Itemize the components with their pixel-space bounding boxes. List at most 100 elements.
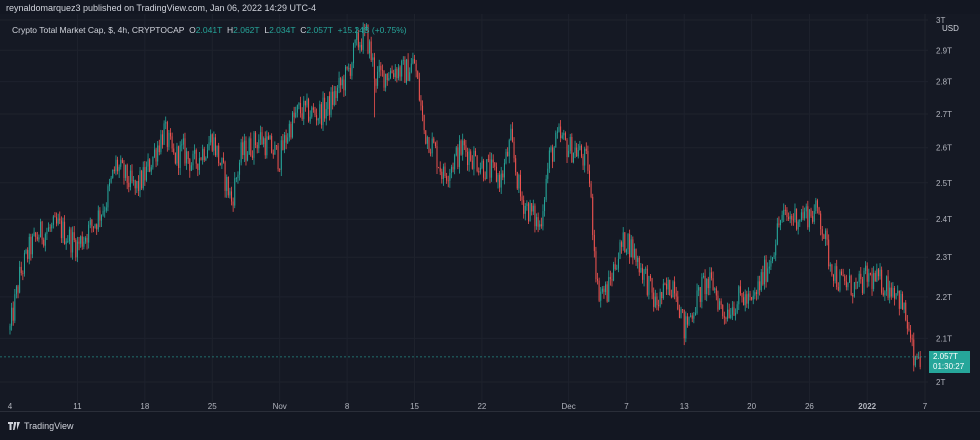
- candle-body: [271, 136, 273, 153]
- candle-body: [420, 100, 422, 106]
- candle-body: [544, 199, 546, 212]
- candle-body: [261, 132, 263, 145]
- candle-body: [625, 249, 627, 253]
- candle-body: [436, 146, 438, 168]
- candle-body: [686, 316, 688, 325]
- candle-body: [166, 122, 168, 147]
- candle-body: [171, 136, 173, 149]
- candle-body: [638, 257, 640, 273]
- candle-body: [373, 57, 375, 79]
- tradingview-logo[interactable]: TradingView: [8, 421, 74, 431]
- candle-body: [823, 234, 825, 239]
- candle-body: [574, 147, 576, 153]
- candle-body: [402, 59, 404, 61]
- candle-body: [561, 135, 563, 139]
- candle-body: [20, 266, 22, 273]
- candle-body: [857, 281, 859, 283]
- candle-body: [486, 159, 488, 179]
- candle-body: [654, 296, 656, 307]
- candle-body: [463, 140, 465, 146]
- candle-body: [452, 166, 454, 170]
- candle-body: [190, 165, 192, 171]
- candle-body: [237, 174, 239, 178]
- candle-body: [850, 275, 852, 295]
- candle-body: [622, 232, 624, 247]
- brand-name: TradingView: [24, 421, 74, 431]
- close-value: 2.057T: [306, 25, 333, 35]
- chart-pane[interactable]: 3T 2.9T 2.8T 2.7T 2.6T 2.5T 2.4T 2.3T 2.2T 2.1T 2T…: [0, 14, 980, 411]
- candle-body: [555, 132, 557, 148]
- candle-body: [205, 157, 207, 161]
- candle-body: [152, 156, 154, 168]
- currency-label[interactable]: USD: [942, 24, 959, 33]
- price-tick-label: 2.1T: [936, 334, 952, 343]
- candle-body: [816, 200, 818, 208]
- candle-body: [232, 201, 234, 206]
- candle-body: [465, 145, 467, 152]
- candle-body: [57, 218, 59, 224]
- candle-body: [808, 209, 810, 228]
- candle-body: [540, 224, 542, 227]
- candle-body: [444, 166, 446, 177]
- candle-body: [447, 180, 449, 182]
- candle-body: [160, 134, 162, 153]
- candle-body: [571, 136, 573, 163]
- candle-body: [836, 266, 838, 288]
- candle-body: [616, 268, 618, 270]
- candle-body: [892, 287, 894, 297]
- candle-body: [340, 78, 342, 86]
- candle-body: [919, 356, 921, 367]
- candle-body: [833, 274, 834, 281]
- candle-body: [521, 196, 523, 201]
- candle-body: [406, 59, 407, 83]
- candle-body: [52, 216, 54, 225]
- candle-body: [815, 200, 817, 212]
- candle-body: [296, 105, 298, 113]
- candle-body: [316, 115, 318, 121]
- candle-body: [744, 294, 746, 306]
- candle-body: [702, 275, 704, 278]
- candlestick-chart[interactable]: 3T 2.9T 2.8T 2.7T 2.6T 2.5T 2.4T 2.3T 2.2T 2.1T 2T…: [0, 14, 980, 411]
- candle-body: [226, 177, 228, 191]
- candle-body: [694, 313, 696, 316]
- candle-body: [94, 224, 96, 228]
- candle-body: [410, 63, 412, 73]
- candle-body: [471, 160, 473, 169]
- candle-body: [755, 292, 757, 294]
- candle-body: [179, 145, 181, 169]
- candle-body: [629, 234, 631, 258]
- candle-body: [712, 278, 714, 290]
- candle-body: [218, 145, 220, 164]
- candle-body: [386, 73, 388, 81]
- candle-body: [255, 132, 257, 146]
- candle-body: [404, 59, 406, 83]
- high-value: 2.062T: [233, 25, 260, 35]
- candle-body: [752, 295, 754, 300]
- candle-body: [529, 203, 531, 222]
- candle-body: [295, 112, 297, 118]
- candle-body: [523, 200, 525, 214]
- candle-body: [181, 144, 183, 146]
- candle-body: [894, 287, 895, 299]
- candle-body: [279, 169, 281, 170]
- candle-body: [670, 295, 672, 298]
- candle-body: [699, 287, 701, 302]
- candle-body: [792, 219, 794, 221]
- candle-body: [735, 312, 737, 316]
- candle-body: [247, 154, 249, 161]
- candle-body: [442, 166, 444, 180]
- candle-body: [409, 72, 411, 81]
- candle-body: [292, 112, 294, 138]
- candle-body: [799, 220, 801, 222]
- candle-body: [669, 279, 671, 296]
- candle-body: [266, 136, 268, 156]
- candle-body: [682, 309, 684, 311]
- candle-body: [293, 112, 295, 118]
- candle-body: [858, 273, 860, 282]
- candle-body: [885, 276, 887, 292]
- candle-body: [804, 211, 806, 219]
- candle-body: [343, 79, 345, 91]
- candle-body: [746, 294, 748, 304]
- candle-body: [658, 305, 660, 307]
- candle-body: [229, 191, 231, 196]
